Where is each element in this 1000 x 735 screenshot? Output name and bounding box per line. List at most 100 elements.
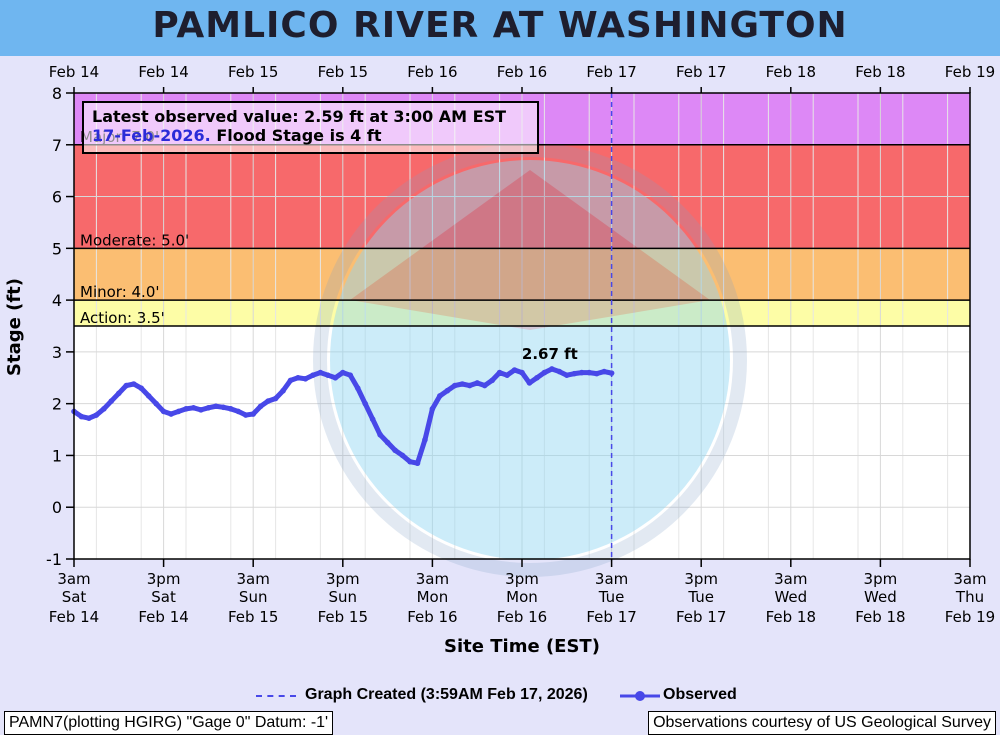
observed-point — [414, 460, 421, 467]
observations-credit: Observations courtesy of US Geological S… — [648, 711, 996, 735]
observed-point — [93, 412, 100, 418]
observed-point — [384, 439, 391, 446]
x-axis-label: Site Time (EST) — [444, 636, 600, 657]
observed-point — [145, 393, 152, 399]
x-tick-day-label: Thu — [955, 588, 984, 606]
flood-threshold-label: Minor: 4.0' — [80, 283, 160, 301]
y-tick-label: 5 — [52, 239, 62, 258]
observed-point — [265, 398, 271, 404]
x-top-tick-label: Feb 17 — [676, 63, 726, 81]
x-tick-date-label: Feb 18 — [766, 608, 816, 626]
y-tick-label: 8 — [52, 84, 62, 103]
observed-point — [78, 413, 85, 420]
observed-series: 2.67 ft — [71, 93, 615, 559]
x-tick-date-label: Feb 17 — [586, 608, 636, 626]
observed-point — [160, 408, 167, 415]
y-tick-label: 3 — [52, 343, 62, 362]
observed-point — [168, 411, 174, 417]
observed-point — [593, 370, 600, 377]
x-tick-time-label: 3am — [595, 570, 628, 588]
observed-point — [534, 374, 540, 381]
noaa-watermark — [313, 143, 747, 577]
observed-point — [235, 408, 242, 415]
observed-point — [369, 416, 376, 423]
observed-point — [392, 447, 398, 454]
x-tick-date-label: Feb 14 — [49, 608, 99, 626]
title-bar — [0, 0, 1000, 56]
observed-point — [496, 369, 503, 376]
observed-point — [228, 406, 234, 412]
observed-point — [578, 369, 585, 376]
observed-point — [183, 406, 189, 412]
peak-annotation: 2.67 ft — [522, 345, 578, 363]
observed-point — [280, 387, 286, 394]
observed-point — [437, 393, 443, 399]
x-tick-date-label: Feb 17 — [676, 608, 726, 626]
x-top-tick-label: Feb 17 — [586, 63, 636, 81]
flood-threshold-label: Moderate: 5.0' — [80, 231, 189, 249]
x-tick-time-label: 3pm — [326, 570, 360, 588]
x-tick-day-label: Sun — [239, 588, 268, 606]
x-tick-date-label: Feb 16 — [407, 608, 457, 626]
observed-point — [332, 374, 339, 381]
observed-point — [407, 458, 413, 465]
observed-point — [310, 372, 316, 378]
x-tick-date-label: Feb 14 — [138, 608, 188, 626]
observed-point — [130, 381, 137, 387]
observed-legend: Observed — [663, 686, 737, 703]
x-tick-date-label: Feb 16 — [497, 608, 547, 626]
y-axis-label: Stage (ft) — [4, 278, 25, 376]
x-tick-time-label: 3pm — [147, 570, 181, 588]
observed-point — [347, 372, 354, 378]
observed-point — [302, 376, 309, 382]
observed-point — [340, 369, 346, 376]
observed-point — [272, 395, 279, 402]
x-tick-date-label: Feb 15 — [228, 608, 278, 626]
observed-point — [257, 403, 264, 410]
observed-point — [571, 370, 578, 377]
observed-point — [205, 405, 212, 411]
x-tick-day-label: Wed — [774, 588, 807, 606]
y-tick-label: 0 — [52, 498, 62, 517]
x-tick-day-label: Wed — [864, 588, 897, 606]
x-tick-time-label: 3am — [774, 570, 807, 588]
x-tick-day-label: Tue — [687, 588, 714, 606]
x-tick-day-label: Sat — [62, 588, 87, 606]
y-tick-label: 1 — [52, 446, 62, 465]
gage-datum-note: PAMN7(plotting HGIRG) "Gage 0" Datum: -1… — [4, 711, 334, 735]
observed-point — [541, 369, 548, 376]
observed-point — [586, 369, 592, 376]
observed-point — [481, 382, 488, 389]
observed-point — [213, 403, 219, 410]
y-tick-label: 4 — [52, 291, 62, 310]
x-top-tick-label: Feb 14 — [138, 63, 188, 81]
x-tick-day-label: Sun — [329, 588, 358, 606]
observed-point — [452, 382, 458, 389]
observed-point — [489, 377, 495, 384]
y-tick-label: 2 — [52, 395, 62, 414]
x-tick-date-label: Feb 18 — [855, 608, 905, 626]
x-top-tick-label: Feb 16 — [497, 63, 547, 81]
observed-point — [526, 380, 533, 386]
observed-point — [138, 385, 144, 391]
observed-point — [377, 431, 383, 438]
observed-point — [549, 366, 555, 372]
observed-point — [422, 437, 428, 443]
observed-point — [116, 390, 122, 397]
observed-point — [250, 411, 256, 417]
graph-created-legend: Graph Created (3:59AM Feb 17, 2026) — [305, 686, 588, 703]
x-top-tick-label: Feb 18 — [766, 63, 816, 81]
observed-point — [198, 407, 204, 413]
flood-stage-text: 17-Feb-2026. Flood Stage is 4 ft — [92, 126, 382, 145]
x-top-tick-label: Feb 15 — [228, 63, 278, 81]
observed-point — [101, 406, 107, 412]
latest-value-box: Latest observed value: 2.59 ft at 3:00 A… — [82, 101, 539, 154]
observed-point — [354, 385, 361, 391]
observed-point — [511, 367, 518, 373]
observed-point — [519, 369, 525, 376]
x-top-tick-label: Feb 14 — [49, 63, 99, 81]
observed-point — [444, 387, 451, 394]
observed-point — [295, 374, 301, 381]
